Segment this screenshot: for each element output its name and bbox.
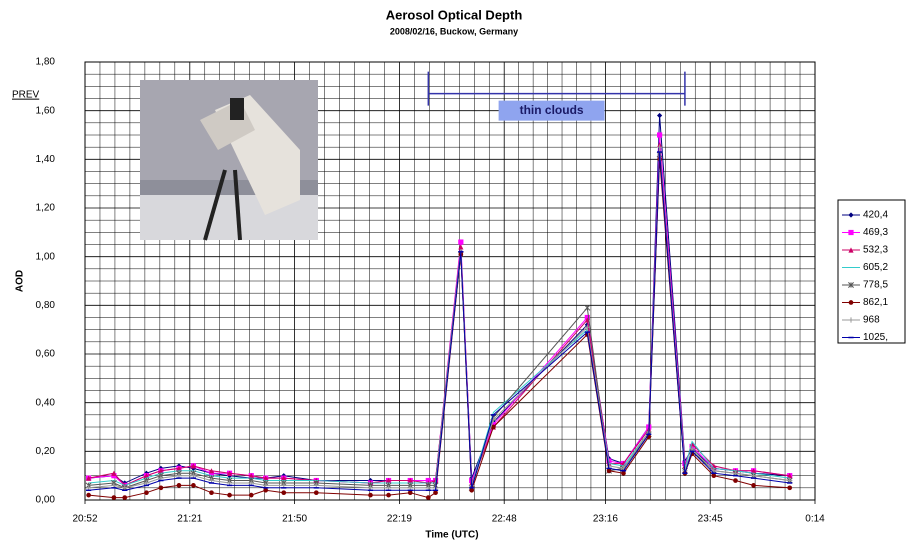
- chart-subtitle: 2008/02/16, Buckow, Germany: [390, 26, 518, 36]
- x-tick-label: 0:14: [805, 514, 825, 525]
- marker: [787, 485, 793, 491]
- marker: [657, 132, 663, 138]
- marker: [433, 490, 438, 496]
- chart-title: Aerosol Optical Depth: [386, 7, 523, 22]
- marker: [733, 478, 738, 483]
- marker: [848, 247, 854, 253]
- marker: [848, 300, 854, 305]
- marker: [226, 470, 233, 476]
- legend-label: 469,3: [863, 227, 888, 238]
- marker: [657, 144, 663, 150]
- grid: 0,00 0,20 0,40 0,60 0,80 1,00 1,20 1,40 1,60 1,80…: [36, 57, 826, 525]
- y-tick-label: 1,60: [36, 105, 56, 116]
- marker: [407, 490, 413, 496]
- marker: [407, 477, 413, 484]
- marker: [111, 470, 117, 476]
- y-tick-label: 0,60: [36, 349, 56, 360]
- marker: [425, 495, 431, 500]
- x-tick-label: 23:16: [593, 514, 618, 525]
- annotation-text: thin clouds: [520, 103, 584, 117]
- marker: [86, 475, 92, 481]
- marker: [584, 324, 590, 330]
- x-tick-label: 21:50: [282, 514, 307, 525]
- marker: [158, 468, 164, 474]
- legend: 420,4 469,3 532,3 605,2 778,5 862,1 968 1025,: [837, 199, 906, 344]
- marker: [711, 473, 717, 479]
- legend-label: 968: [863, 315, 880, 326]
- marker: [313, 490, 319, 496]
- x-tick-label: 22:19: [387, 514, 412, 525]
- y-axis-label: AOD: [15, 270, 26, 292]
- marker: [227, 492, 232, 498]
- marker: [281, 490, 287, 496]
- legend-label: 420,4: [863, 210, 888, 221]
- annotation: thin clouds: [427, 71, 686, 121]
- marker: [751, 483, 756, 488]
- legend-label: 862,1: [863, 297, 888, 308]
- x-axis-label: Time (UTC): [425, 530, 478, 541]
- y-tick-label: 1,80: [36, 57, 56, 68]
- y-tick-label: 0,40: [36, 397, 56, 408]
- marker: [263, 487, 269, 493]
- photo: [140, 80, 318, 241]
- marker: [787, 473, 793, 479]
- x-tick-label: 23:45: [698, 514, 723, 525]
- plot-border: [84, 61, 816, 501]
- x-tick-label: 22:48: [492, 514, 517, 525]
- marker: [368, 492, 373, 498]
- y-tick-label: 0,00: [36, 495, 56, 506]
- y-tick-label: 1,20: [36, 203, 56, 214]
- corner-label: PREV: [12, 90, 40, 101]
- marker: [191, 483, 196, 488]
- marker: [491, 424, 496, 430]
- marker: [606, 468, 612, 474]
- marker: [176, 483, 182, 488]
- marker: [469, 487, 475, 493]
- y-tick-label: 1,40: [36, 154, 56, 165]
- marker: [176, 465, 182, 471]
- marker: [458, 239, 464, 245]
- marker: [848, 317, 854, 323]
- legend-label: 605,2: [863, 262, 888, 273]
- marker: [158, 485, 164, 491]
- legend-label: 778,5: [863, 280, 888, 291]
- marker: [111, 495, 117, 500]
- marker: [190, 463, 197, 469]
- y-tick-label: 0,80: [36, 300, 56, 311]
- marker: [209, 490, 214, 496]
- marker: [848, 282, 854, 288]
- photo-eyepiece: [230, 98, 244, 120]
- marker: [208, 468, 215, 474]
- marker: [458, 244, 464, 250]
- photo-mount: [233, 169, 242, 241]
- marker: [122, 495, 128, 500]
- x-tick-label: 21:21: [177, 514, 202, 525]
- marker: [248, 492, 254, 498]
- marker: [385, 477, 392, 484]
- marker: [386, 492, 391, 498]
- marker: [143, 473, 150, 479]
- x-tick-label: 20:52: [72, 514, 97, 525]
- marker: [657, 112, 663, 119]
- marker: [584, 304, 591, 311]
- y-tick-label: 1,00: [36, 251, 56, 262]
- plot: [85, 112, 793, 500]
- marker: [263, 475, 269, 481]
- annotation-box: [498, 100, 605, 121]
- marker: [848, 229, 854, 236]
- marker: [750, 468, 757, 474]
- marker: [621, 470, 626, 476]
- marker: [144, 490, 149, 496]
- marker: [848, 212, 854, 218]
- legend-label: 532,3: [863, 245, 888, 256]
- marker: [86, 492, 91, 498]
- y-tick-label: 0,20: [36, 446, 56, 457]
- marker: [248, 473, 254, 479]
- photo-mount: [203, 169, 227, 241]
- legend-box: [837, 199, 906, 344]
- marker: [281, 475, 287, 481]
- legend-label: 1025,: [863, 332, 888, 343]
